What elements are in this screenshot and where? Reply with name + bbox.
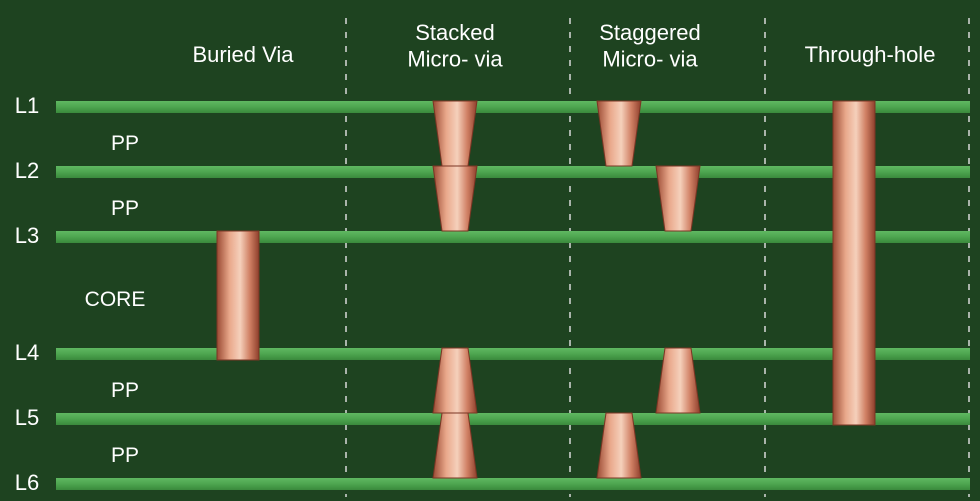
pcb-via-diagram: L1 L2 L3 L4 L5 L6 PP PP CORE PP PP Buried Via Stacke… [0,0,980,501]
column-label-buried: Buried Via [192,42,294,67]
layer-label-L4: L4 [15,340,39,365]
layer-label-L6: L6 [15,470,39,495]
material-label-1: PP [111,197,139,220]
material-label-0: PP [111,132,139,155]
column-label-stacked: StackedMicro- via [407,20,503,71]
material-label-2: CORE [85,288,146,311]
via-through-1 [833,101,875,425]
layer-label-L2: L2 [15,158,39,183]
layer-label-L1: L1 [15,93,39,118]
material-label-4: PP [111,444,139,467]
layer-label-L5: L5 [15,405,39,430]
layer-track-L6 [56,478,970,490]
column-label-through: Through-hole [805,42,936,67]
via-buried-0 [217,231,259,360]
material-label-3: PP [111,379,139,402]
column-label-staggered: StaggeredMicro- via [599,20,701,71]
layer-label-L3: L3 [15,223,39,248]
